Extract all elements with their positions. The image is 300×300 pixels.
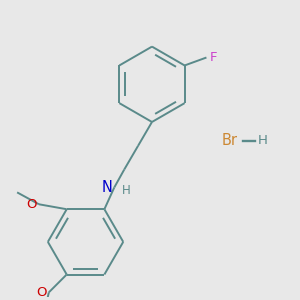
- Text: O: O: [26, 198, 37, 211]
- Text: F: F: [209, 51, 217, 64]
- Text: Br: Br: [221, 133, 237, 148]
- Text: O: O: [36, 286, 47, 299]
- Text: N: N: [101, 180, 112, 195]
- Text: H: H: [258, 134, 268, 147]
- Text: H: H: [122, 184, 131, 197]
